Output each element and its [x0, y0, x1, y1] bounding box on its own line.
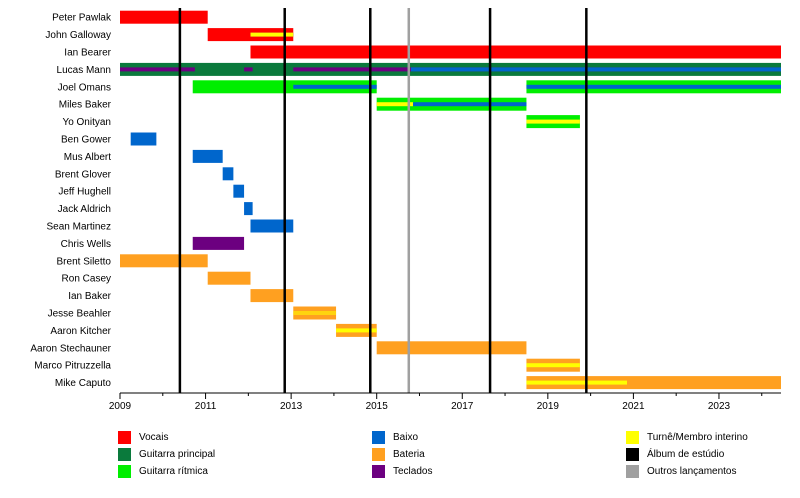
member-bar-overlay-bass [410, 67, 781, 72]
member-name-label: Jeff Hughell [58, 187, 111, 198]
member-name-label: Peter Pawlak [52, 13, 112, 24]
member-bar-bass [250, 219, 294, 233]
member-bar-bass [222, 167, 234, 181]
member-bar-bass [233, 184, 245, 198]
member-bar-vocals [250, 45, 782, 59]
member-bar-overlay-touring [250, 32, 294, 37]
member-bar-overlay-touring [293, 311, 337, 315]
member-name-label: Mike Caputo [55, 378, 112, 389]
member-bar-overlay-bass [526, 84, 781, 89]
x-tick-label: 2023 [708, 401, 731, 412]
x-tick-label: 2019 [537, 401, 560, 412]
member-name-label: Miles Baker [59, 100, 112, 111]
member-bar-overlay-touring [336, 328, 377, 333]
member-bar-drums [207, 271, 251, 285]
member-name-label: Lucas Mann [57, 65, 111, 76]
member-bar-drums [376, 341, 527, 355]
member-name-label: Brent Glover [55, 169, 112, 180]
member-name-label: Joel Omans [58, 82, 111, 93]
member-bar-bass [192, 149, 223, 163]
member-name-label: Ron Casey [62, 274, 111, 285]
member-name-label: Chris Wells [61, 239, 111, 250]
member-name-label: Aaron Stechauner [30, 343, 111, 354]
member-bar-drums [250, 289, 294, 303]
member-name-label: Marco Pitruzzella [34, 361, 111, 372]
member-name-label: Jack Aldrich [58, 204, 111, 215]
member-name-label: Ian Bearer [64, 48, 111, 59]
member-name-label: Yo Onityan [62, 117, 111, 128]
member-bar-keyboards [192, 236, 245, 250]
x-tick-label: 2013 [280, 401, 303, 412]
member-bar-overlay-touring [526, 119, 580, 124]
member-name-label: Aaron Kitcher [50, 326, 111, 337]
x-tick-label: 2017 [451, 401, 474, 412]
member-name-label: John Galloway [45, 30, 111, 41]
member-bar-overlay-bass [413, 102, 527, 107]
member-name-label: Jesse Beahler [48, 309, 112, 320]
member-bar-vocals [120, 10, 208, 24]
x-tick-label: 2021 [622, 401, 645, 412]
x-tick-label: 2015 [366, 401, 389, 412]
member-bar-bass [244, 202, 253, 216]
member-bar-overlay-keyboards [120, 67, 195, 72]
member-name-label: Brent Siletto [57, 256, 112, 267]
member-name-label: Ben Gower [61, 135, 112, 146]
member-bar-drums [526, 376, 781, 390]
member-bar-overlay-touring [526, 363, 580, 368]
member-bar-overlay-bass [293, 84, 377, 89]
member-name-label: Mus Albert [64, 152, 111, 163]
member-bar-overlay-touring [526, 380, 627, 385]
member-name-label: Sean Martinez [47, 222, 111, 233]
x-tick-label: 2011 [195, 401, 217, 412]
member-bar-overlay-keyboards [244, 67, 253, 72]
member-bar-bass [130, 132, 157, 146]
member-name-label: Ian Baker [68, 291, 111, 302]
x-tick-label: 2009 [109, 401, 132, 412]
member-bar-drums [120, 254, 208, 268]
member-bar-overlay-touring [376, 102, 414, 107]
